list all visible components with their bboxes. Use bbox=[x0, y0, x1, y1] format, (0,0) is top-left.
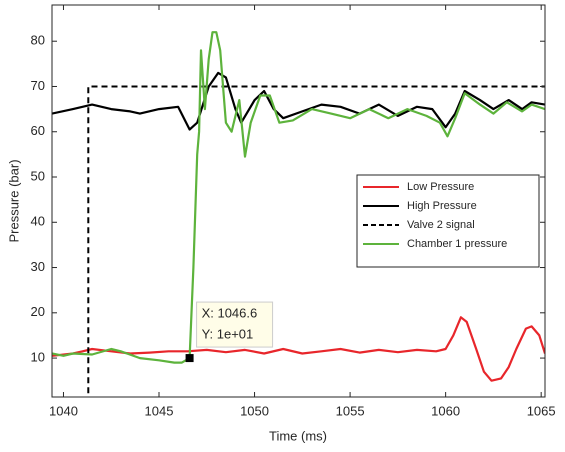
series-line bbox=[52, 316, 545, 382]
datatip-marker bbox=[185, 354, 194, 363]
y-axis-label: Pressure (bar) bbox=[6, 159, 21, 242]
x-tick-label: 1040 bbox=[49, 403, 78, 418]
y-tick-label: 20 bbox=[31, 304, 45, 319]
legend-label: High Pressure bbox=[407, 200, 477, 212]
datatip: X: 1046.6 Y: 1e+01 bbox=[185, 301, 274, 363]
y-tick-label: 50 bbox=[31, 168, 45, 183]
x-tick-label: 1055 bbox=[336, 403, 365, 418]
y-tick-label: 70 bbox=[31, 78, 45, 93]
legend: Low Pressure High Pressure Valve 2 signal C… bbox=[356, 174, 540, 268]
plot-lines bbox=[52, 31, 545, 397]
datatip-box bbox=[196, 301, 274, 348]
legend-label: Chamber 1 pressure bbox=[407, 238, 507, 250]
x-tick-label: 1050 bbox=[240, 403, 269, 418]
legend-box bbox=[356, 174, 540, 268]
series-line bbox=[52, 31, 545, 364]
datatip-x: X: 1046.6 bbox=[202, 306, 258, 321]
y-tick-label: 80 bbox=[31, 33, 45, 48]
datatip-y: Y: 1e+01 bbox=[202, 327, 254, 342]
x-tick-label: 1065 bbox=[527, 403, 556, 418]
x-axis-label: Time (ms) bbox=[269, 428, 327, 443]
series-line bbox=[87, 85, 545, 397]
legend-label: Low Pressure bbox=[407, 181, 474, 193]
y-tick-label: 60 bbox=[31, 123, 45, 138]
axes-box bbox=[51, 4, 546, 398]
legend-label: Valve 2 signal bbox=[407, 219, 475, 231]
y-tick-label: 40 bbox=[31, 214, 45, 229]
x-tick-label: 1045 bbox=[145, 403, 174, 418]
y-tick-label: 10 bbox=[31, 350, 45, 365]
x-tick-label: 1060 bbox=[431, 403, 460, 418]
series-line bbox=[52, 71, 545, 131]
y-tick-label: 30 bbox=[31, 259, 45, 274]
